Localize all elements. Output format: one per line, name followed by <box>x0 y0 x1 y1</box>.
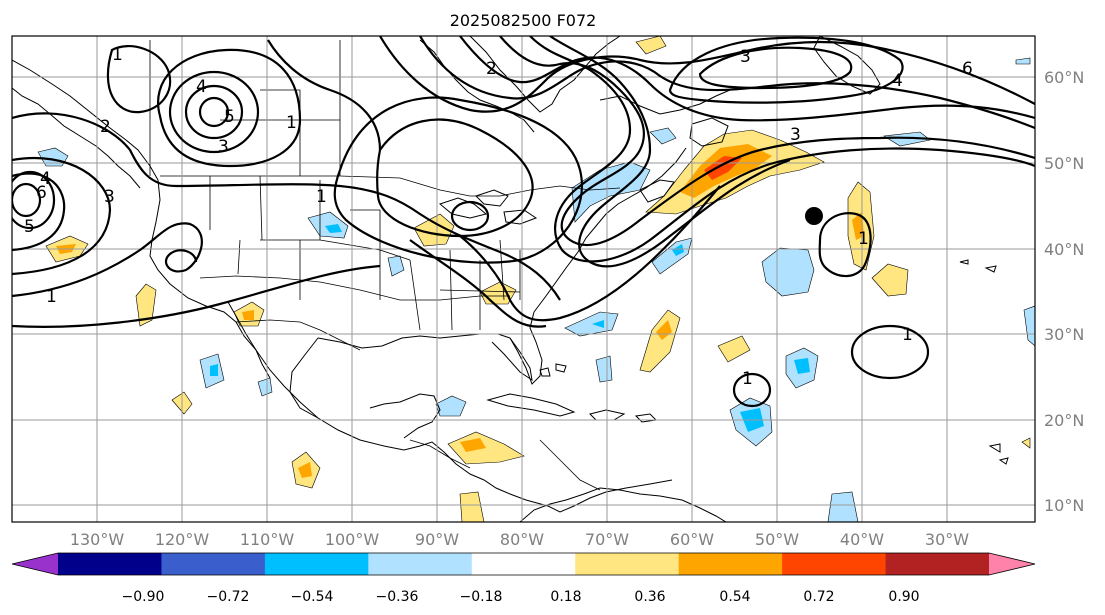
map-panel: 1 2 3 4 5 6 1 3 4 5 6 3 4 1 1 1 1 3 1 2 <box>12 36 1035 522</box>
longitude-label: 80°W <box>500 530 544 549</box>
longitude-label: 100°W <box>325 530 380 549</box>
contour-label: 5 <box>224 107 235 127</box>
contour-label: 6 <box>962 59 973 79</box>
latitude-label: 30°N <box>1044 325 1084 344</box>
latitude-label: 50°N <box>1044 154 1084 173</box>
contour-labels: 1 2 3 4 5 6 1 3 4 5 6 3 4 1 1 1 1 3 1 2 <box>24 45 973 389</box>
colorbar-tick-label: −0.18 <box>460 589 503 605</box>
colorbar-segment <box>58 553 162 575</box>
map-title: 2025082500 F072 <box>450 11 597 30</box>
colorbar-segment <box>782 553 887 575</box>
colorbar-segment <box>678 553 783 575</box>
contour-label: 3 <box>104 187 115 207</box>
longitude-label: 60°W <box>670 530 714 549</box>
contour-label: 1 <box>858 229 869 249</box>
contour-label: 2 <box>486 59 497 79</box>
political-borders <box>149 40 621 491</box>
colorbar-tick-label: 0.18 <box>550 589 581 605</box>
location-marker <box>805 207 823 225</box>
longitude-label: 40°W <box>840 530 884 549</box>
positive-anomaly-shading <box>45 36 1031 522</box>
contour-label: 3 <box>790 125 801 145</box>
colorbar-outline <box>11 552 1036 576</box>
latitude-label: 40°N <box>1044 240 1084 259</box>
latitude-label: 60°N <box>1044 68 1084 87</box>
longitude-label: 90°W <box>415 530 459 549</box>
contour-label: 1 <box>112 45 123 65</box>
colorbar-tick-label: −0.90 <box>122 589 165 605</box>
longitude-label: 130°W <box>70 530 125 549</box>
colorbar-segment <box>368 553 473 575</box>
colorbar-tick-label: −0.54 <box>291 589 334 605</box>
colorbar-segment <box>885 553 990 575</box>
latitude-axis: 60°N 50°N 40°N 30°N 20°N 10°N <box>1044 68 1084 515</box>
contour-label: 4 <box>40 169 51 189</box>
latitude-label: 20°N <box>1044 411 1084 430</box>
longitude-axis: 130°W 120°W 110°W 100°W 90°W 80°W 70°W 6… <box>70 530 969 549</box>
contour-label: 5 <box>24 217 35 237</box>
colorbar-tick-label: 0.90 <box>888 589 919 605</box>
latitude-label: 10°N <box>1044 496 1084 515</box>
contour-label: 4 <box>892 71 903 91</box>
colorbar-tick-label: 0.72 <box>803 589 834 605</box>
colorbar-segment <box>264 553 369 575</box>
contour-lines <box>12 36 1035 408</box>
longitude-label: 110°W <box>240 530 295 549</box>
colorbar-extend-high <box>989 553 1035 575</box>
colorbar <box>11 552 1036 576</box>
map-frame <box>11 35 1036 523</box>
longitude-label: 50°W <box>755 530 799 549</box>
contour-label: 6 <box>36 183 47 203</box>
colorbar-tick-label: 0.36 <box>634 589 665 605</box>
longitude-label: 120°W <box>155 530 210 549</box>
colorbar-segment <box>161 553 266 575</box>
contour-label: 1 <box>742 369 753 389</box>
colorbar-tick-label: −0.72 <box>207 589 250 605</box>
contour-label: 3 <box>218 137 229 157</box>
contour-label: 1 <box>902 325 913 345</box>
colorbar-extend-low <box>12 553 58 575</box>
longitude-label: 70°W <box>585 530 629 549</box>
contour-label: 1 <box>316 187 327 207</box>
contour-label: 1 <box>286 113 297 133</box>
contour-label: 2 <box>100 117 111 137</box>
colorbar-segment <box>575 553 680 575</box>
colorbar-tick-label: 0.54 <box>719 589 750 605</box>
contour-label: 1 <box>46 287 57 307</box>
contour-label: 4 <box>196 77 207 97</box>
colorbar-tick-label: −0.36 <box>376 589 419 605</box>
colorbar-segment <box>471 553 576 575</box>
longitude-label: 30°W <box>925 530 969 549</box>
contour-label: 3 <box>740 47 751 67</box>
colorbar-tick-labels: −0.90 −0.72 −0.54 −0.36 −0.18 0.18 0.36 … <box>122 589 920 605</box>
